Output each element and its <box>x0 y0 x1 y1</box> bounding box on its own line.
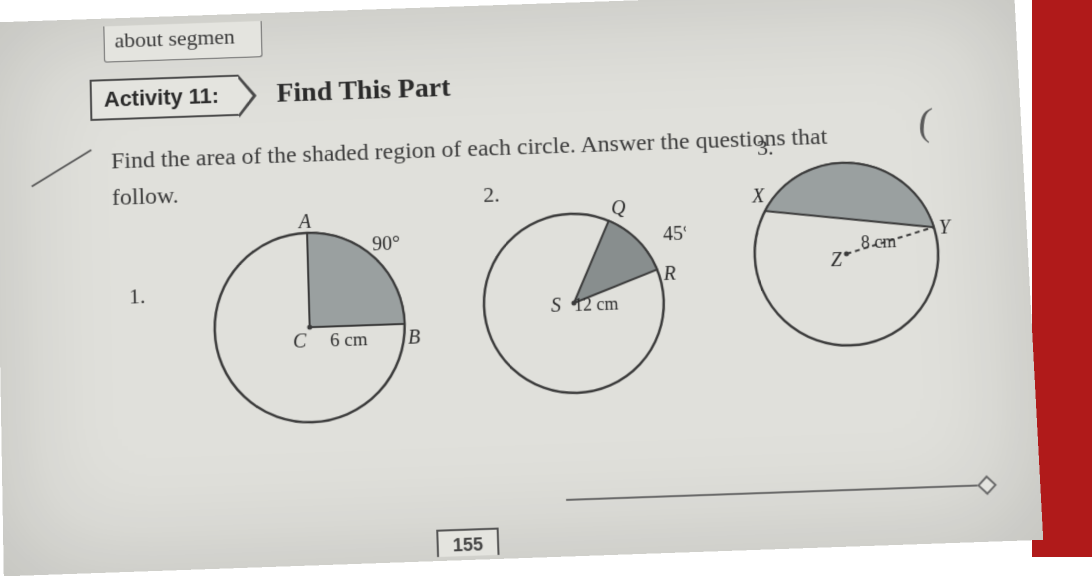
page-number-box: 155 <box>436 528 499 558</box>
slash-mark <box>31 149 92 187</box>
label-B: B <box>408 326 421 349</box>
circle-2: Q R S 45° 12 cm <box>455 180 693 417</box>
label-A: A <box>296 211 312 233</box>
label-C: C <box>293 330 308 353</box>
angle-label-3: 135° <box>900 136 939 143</box>
angle-label-2: 45° <box>663 222 692 245</box>
circle-1: A B C 90° 6 cm <box>187 194 433 441</box>
label-X: X <box>751 185 766 207</box>
label-Y: Y <box>938 216 952 238</box>
radius-label-3: 8 cm <box>860 231 896 252</box>
label-S: S <box>551 294 562 316</box>
radius-label-1: 6 cm <box>330 329 368 351</box>
angle-label-1: 90° <box>372 233 401 256</box>
previous-box-fragment: about segmen <box>103 21 262 63</box>
activity-title: Find This Part <box>276 72 451 109</box>
activity-header: Activity 11: Find This Part <box>90 67 451 121</box>
radius-label-2: 12 cm <box>574 293 619 315</box>
book-edge <box>1032 0 1092 557</box>
activity-tag: Activity 11: <box>90 75 240 121</box>
diagram-area: 1. A B C 90° 6 cm 2. Q R S 45° 12 cm 3. <box>97 155 1008 515</box>
question-number-1: 1. <box>129 283 146 309</box>
label-R: R <box>662 263 676 285</box>
label-Q: Q <box>611 197 626 219</box>
label-Z: Z <box>830 249 843 271</box>
page-surface: about segmen Activity 11: Find This Part… <box>0 0 1043 576</box>
circle-3: X Y Z 135° 8 cm <box>722 136 972 382</box>
